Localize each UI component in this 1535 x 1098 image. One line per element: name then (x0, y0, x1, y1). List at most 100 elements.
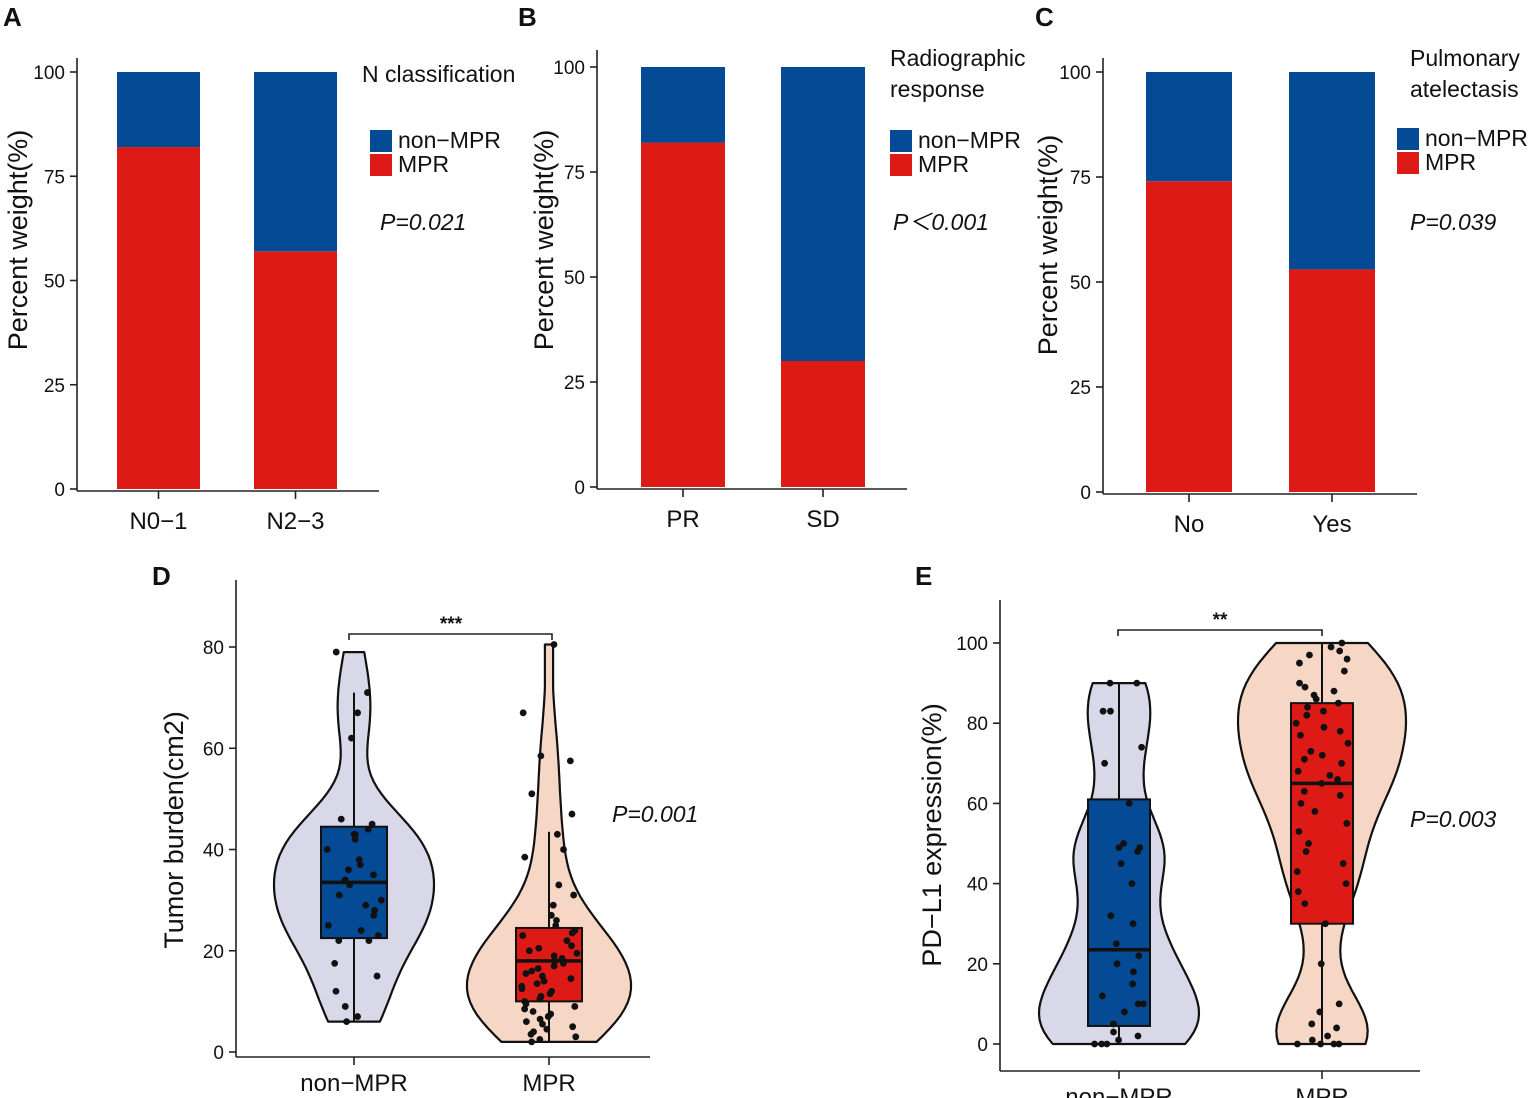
point-e-mpr-13 (1334, 699, 1342, 707)
y-tick-label-d-60: 60 (203, 739, 224, 760)
point-e-non-mpr-31 (1103, 1040, 1111, 1048)
point-e-mpr-7 (1340, 667, 1348, 675)
legend-label-non-mpr-b: non−MPR (918, 127, 1021, 153)
point-e-non-mpr-12 (1117, 860, 1125, 867)
panel-e: E PD−L1 expression(%) 0 20 40 60 80 100 non−M… (915, 561, 1497, 1098)
y-tick-label-e-80: 80 (967, 714, 988, 735)
point-d-mpr-50 (522, 1018, 530, 1026)
point-d-mpr-9 (521, 853, 529, 861)
x-categories-b: PR SD (666, 506, 839, 533)
point-e-mpr-30 (1300, 787, 1308, 795)
point-d-non-mpr-21 (371, 906, 378, 914)
point-e-mpr-9 (1301, 683, 1309, 691)
point-e-mpr-37 (1302, 848, 1310, 855)
y-ticks-e: 0 20 40 60 80 100 (956, 634, 988, 1056)
point-e-mpr-2 (1327, 643, 1335, 651)
point-e-non-mpr-9 (1115, 844, 1123, 851)
point-e-non-mpr-21 (1098, 992, 1106, 1000)
y-tick-label-b-100: 100 (553, 58, 585, 79)
point-e-mpr-44 (1317, 960, 1325, 968)
point-e-mpr-41 (1294, 888, 1302, 896)
point-d-mpr-1 (550, 641, 558, 648)
x-tick-label-c-1: No (1174, 511, 1205, 538)
x-tick-label-a-2: N2−3 (266, 508, 324, 535)
point-e-mpr-1 (1338, 639, 1346, 647)
point-e-mpr-18 (1320, 723, 1328, 731)
point-d-mpr-6 (568, 810, 576, 818)
point-e-mpr-15 (1320, 707, 1327, 715)
point-d-mpr-26 (551, 957, 559, 965)
legend-c: Pulmonary atelectasis non−MPR MPR (1397, 45, 1528, 175)
point-e-non-mpr-7 (1125, 800, 1133, 807)
point-d-non-mpr-23 (325, 922, 332, 929)
point-d-mpr-56 (572, 1033, 580, 1041)
x-tick-label-d-1: non−MPR (300, 1070, 407, 1097)
point-d-mpr-33 (567, 975, 575, 982)
x-tick-label-d-2: MPR (522, 1070, 575, 1097)
point-d-mpr-39 (546, 990, 554, 998)
point-e-non-mpr-29 (1091, 1040, 1098, 1048)
point-d-non-mpr-33 (343, 1018, 350, 1026)
significance-bracket-d: *** (348, 614, 553, 640)
point-d-mpr-41 (536, 995, 544, 1003)
y-tick-label-b-0: 0 (574, 478, 585, 499)
point-d-mpr-44 (571, 1003, 579, 1010)
bar-b-1-non-mpr (641, 67, 725, 143)
point-e-non-mpr-14 (1107, 912, 1115, 920)
point-e-mpr-8 (1296, 679, 1303, 687)
point-e-mpr-16 (1303, 711, 1311, 719)
point-d-non-mpr-11 (323, 846, 331, 853)
point-d-non-mpr-14 (345, 866, 352, 874)
point-d-non-mpr-4 (348, 734, 355, 742)
point-d-mpr-22 (525, 947, 533, 955)
y-tick-label-b-75: 75 (564, 163, 585, 184)
legend-swatch-mpr-b (890, 154, 912, 176)
point-e-mpr-49 (1324, 1032, 1331, 1040)
point-e-mpr-4 (1306, 651, 1313, 659)
y-tick-label-c-50: 50 (1070, 273, 1091, 294)
legend-label-non-mpr-c: non−MPR (1425, 125, 1528, 151)
axes-e (993, 600, 1420, 1079)
point-e-non-mpr-15 (1129, 920, 1137, 928)
y-tick-label-c-0: 0 (1080, 483, 1091, 504)
point-e-mpr-17 (1292, 719, 1300, 727)
point-d-non-mpr-31 (341, 1003, 349, 1010)
point-e-mpr-36 (1305, 840, 1312, 847)
legend-a: N classification non−MPR MPR (362, 61, 515, 177)
legend-swatch-mpr-c (1397, 152, 1419, 174)
y-tick-label-e-100: 100 (956, 634, 988, 655)
point-e-mpr-12 (1312, 695, 1320, 703)
boxes-d (320, 692, 583, 1042)
point-d-mpr-30 (528, 967, 536, 975)
panel-b: B Percent weight(%) 0 25 50 75 100 PR SD Radi… (518, 2, 1026, 533)
legend-title-c-line2: atelectasis (1410, 76, 1519, 102)
y-tick-label-c-75: 75 (1070, 168, 1091, 189)
bar-b-2-non-mpr (781, 67, 865, 361)
legend-title-c-line1: Pulmonary (1410, 45, 1520, 71)
point-e-non-mpr-8 (1120, 840, 1128, 847)
y-tick-label-e-40: 40 (967, 875, 988, 896)
y-axis-title-d: Tumor burden(cm2) (159, 711, 189, 949)
y-tick-label-e-0: 0 (977, 1035, 988, 1056)
point-e-mpr-21 (1344, 739, 1352, 747)
p-value-e: P=0.003 (1410, 806, 1497, 832)
points-d (323, 641, 581, 1046)
point-d-mpr-14 (553, 916, 560, 924)
point-d-mpr-24 (550, 952, 558, 960)
point-e-non-mpr-19 (1130, 968, 1137, 976)
bars-b (641, 67, 865, 487)
point-e-mpr-31 (1336, 791, 1344, 799)
box-e-non-mpr (1087, 798, 1151, 1027)
point-d-non-mpr-29 (373, 972, 381, 980)
y-ticks-d: 0 20 40 60 80 (203, 638, 224, 1064)
point-d-mpr-27 (559, 960, 567, 967)
x-categories-d: non−MPR MPR (300, 1070, 575, 1097)
point-e-mpr-19 (1336, 727, 1344, 735)
y-tick-label-a-100: 100 (33, 63, 65, 84)
point-d-non-mpr-16 (341, 876, 349, 884)
point-d-mpr-37 (518, 985, 526, 993)
point-d-non-mpr-10 (351, 835, 359, 843)
legend-label-mpr-b: MPR (918, 151, 969, 177)
point-e-mpr-24 (1301, 755, 1308, 763)
point-e-mpr-51 (1335, 1040, 1343, 1048)
